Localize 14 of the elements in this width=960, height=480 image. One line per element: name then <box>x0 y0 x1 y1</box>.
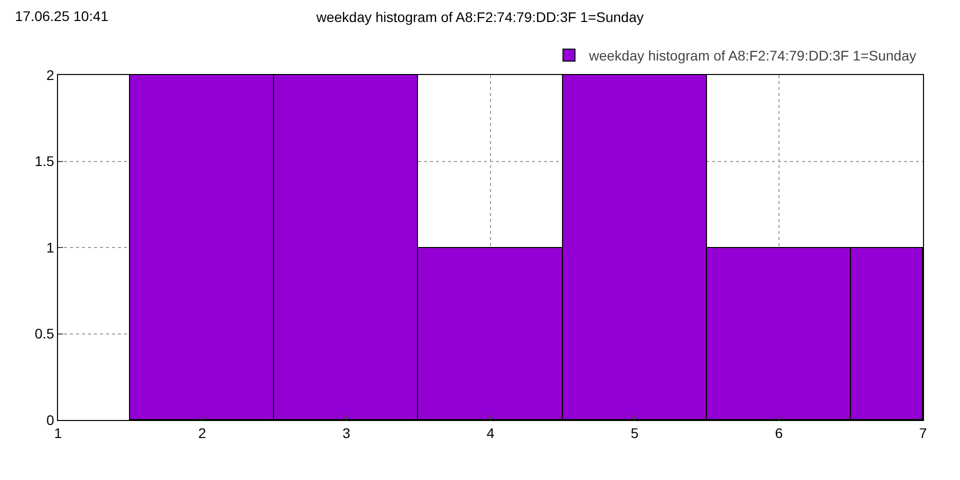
x-tick-label: 3 <box>342 424 350 441</box>
x-tick-label: 6 <box>774 424 783 441</box>
y-tick-label: 0.5 <box>34 326 54 342</box>
y-tick-label: 1.5 <box>34 153 54 170</box>
x-tick-label: 2 <box>198 424 206 441</box>
legend-label: weekday histogram of A8:F2:74:79:DD:3F 1=Sunday <box>588 48 916 64</box>
x-tick-label: 5 <box>630 424 639 441</box>
x-tick-label: 7 <box>919 424 928 441</box>
x-tick-label: 4 <box>486 424 495 441</box>
text: 17.06.25 10:41 <box>15 8 109 24</box>
y-tick-label: 0 <box>46 412 54 428</box>
y-tick-label: 2 <box>46 66 54 83</box>
chart-title: weekday histogram of A8:F2:74:79:DD:3F 1=Sunday <box>315 8 644 25</box>
y-tick-label: 1 <box>46 239 54 256</box>
